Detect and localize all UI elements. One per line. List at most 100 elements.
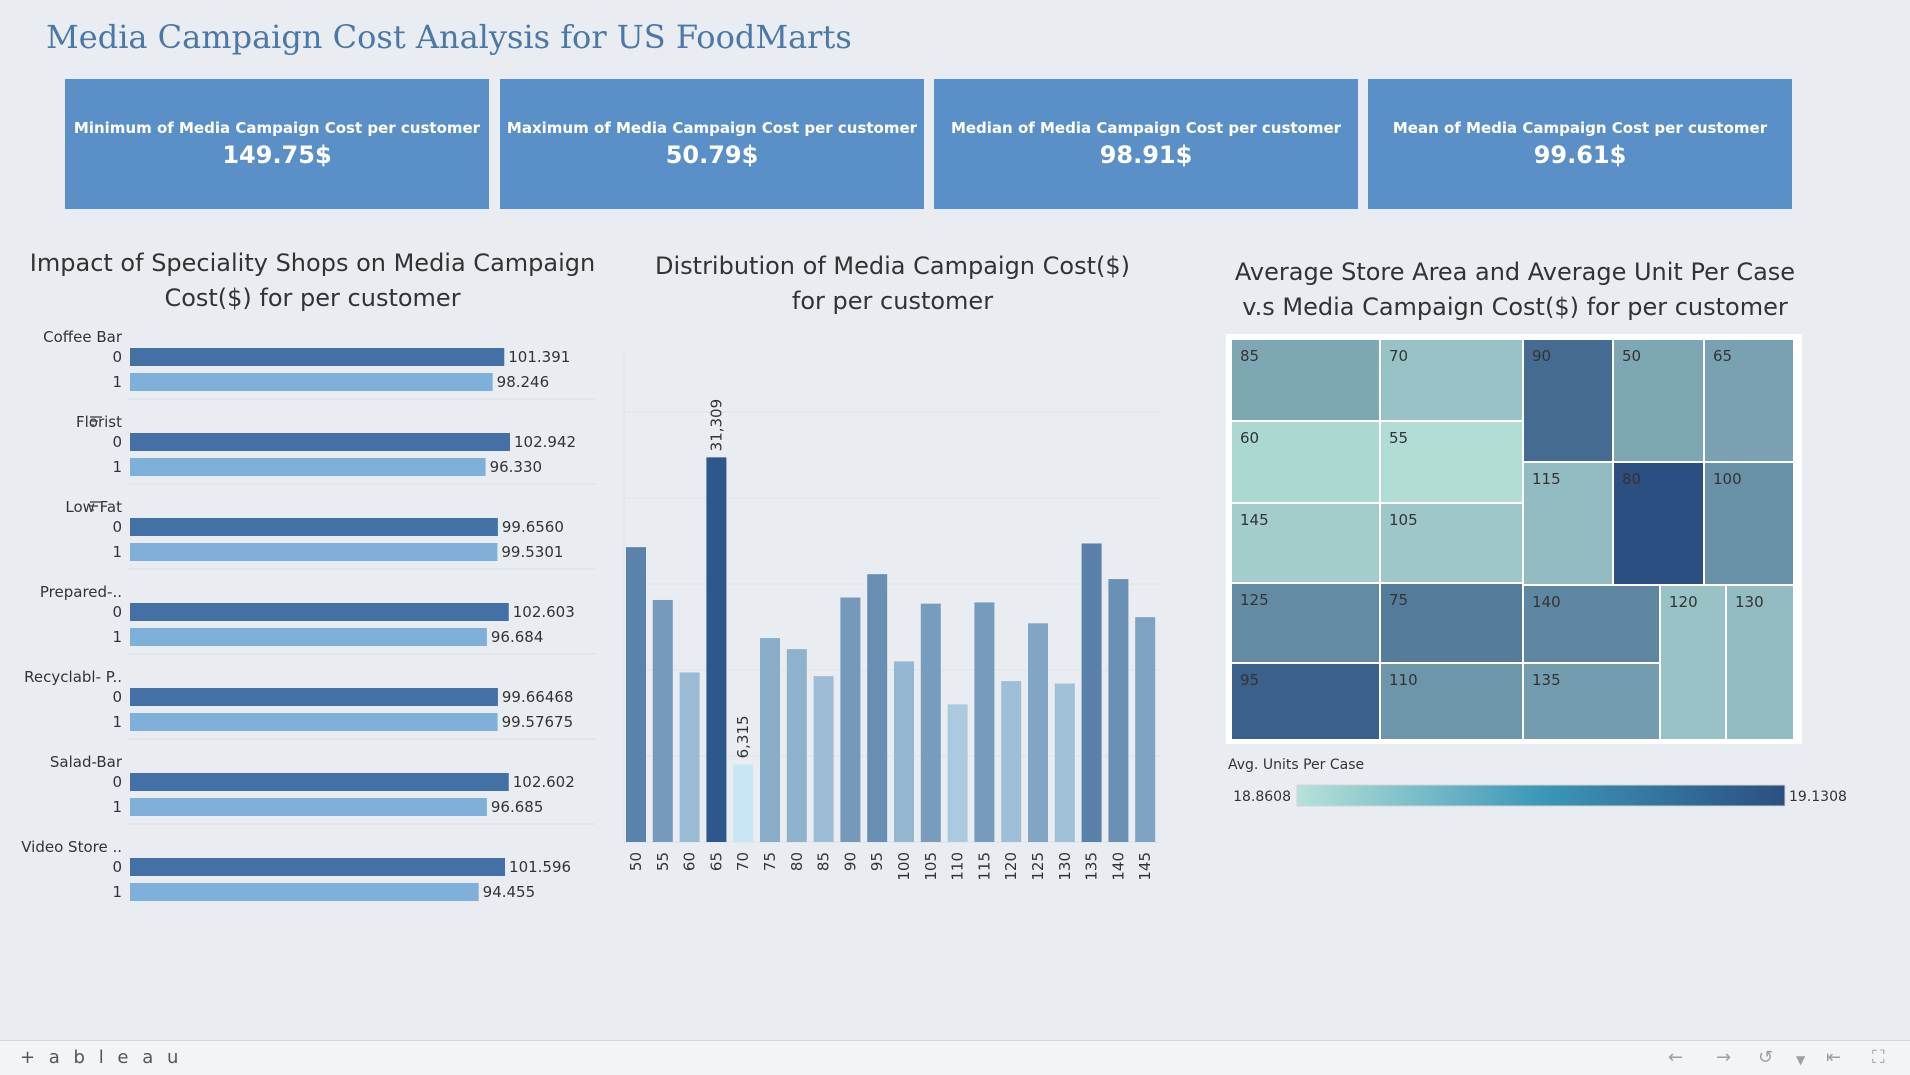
x-tick-label: 120 <box>1002 852 1020 881</box>
shop-group-label: Video Store .. <box>21 838 122 856</box>
treemap-cell <box>1725 584 1795 741</box>
x-tick-label: 50 <box>627 852 645 871</box>
x-tick-label: 70 <box>734 852 752 871</box>
x-tick-label: 65 <box>707 852 725 871</box>
x-tick-label: 80 <box>788 852 806 871</box>
treemap-cell <box>1379 502 1524 584</box>
treemap-cell <box>1230 420 1381 504</box>
reset-icon[interactable]: ⇤ <box>1826 1047 1842 1068</box>
kpi-maximum-card: Maximum of Media Campaign Cost per custo… <box>500 79 924 209</box>
x-tick-label: 110 <box>949 852 967 881</box>
treemap-cell-label: 80 <box>1622 470 1641 488</box>
undo-icon[interactable]: ← <box>1668 1047 1684 1068</box>
treemap-color-legend: 18.8608 19.1308 <box>1233 784 1847 807</box>
store-area-treemap: 85 70 90 50 65 60 55 115 80 100 145 105 125 75 140 120 1… <box>1226 334 1802 744</box>
shop-bar-value-label: 98.246 <box>497 373 549 391</box>
treemap-cell-label: 135 <box>1532 671 1561 689</box>
treemap-cell-label: 110 <box>1389 671 1418 689</box>
tableau-logo: + a b l e a u <box>20 1047 183 1068</box>
treemap-cell-label: 100 <box>1713 470 1742 488</box>
treemap-cell-label: 145 <box>1240 511 1269 529</box>
shop-bar-value-label: 99.5301 <box>501 543 563 561</box>
shop-bar-value-label: 101.391 <box>508 348 570 366</box>
treemap-cell-label: 140 <box>1532 593 1561 611</box>
treemap-cell <box>1522 584 1661 664</box>
sort-icon <box>90 416 102 426</box>
treemap-cell-label: 65 <box>1713 347 1732 365</box>
x-tick-label: 140 <box>1109 852 1127 881</box>
kpi-minimum-value: 149.75$ <box>222 141 332 169</box>
treemap-cell-label: 70 <box>1389 347 1408 365</box>
x-tick-label: 145 <box>1136 852 1154 881</box>
distribution-bar <box>920 603 941 842</box>
shop-row-label: 0 <box>112 688 122 706</box>
distribution-bar <box>813 676 834 842</box>
legend-min-label: 18.8608 <box>1233 789 1291 805</box>
x-tick-label: 105 <box>922 852 940 881</box>
distribution-bar <box>760 638 780 842</box>
distribution-bar <box>1081 543 1102 842</box>
shop-bar <box>130 883 479 901</box>
treemap-chart-title-line-2: v.s Media Campaign Cost($) for per custo… <box>1242 293 1788 321</box>
treemap-cell-label: 125 <box>1240 591 1269 609</box>
shop-bar-value-label: 102.942 <box>514 433 576 451</box>
shop-row-label: 1 <box>112 798 122 816</box>
shop-group-label: Low Fat <box>65 498 122 516</box>
distribution-bar <box>1108 579 1129 842</box>
shop-bar <box>130 543 498 561</box>
x-tick-label: 90 <box>841 852 859 871</box>
kpi-minimum-label: Minimum of Media Campaign Cost per custo… <box>73 119 481 137</box>
shops-chart-title: Impact of Speciality Shops on Media Camp… <box>20 246 605 316</box>
x-tick-label: 85 <box>815 852 833 871</box>
shop-row-label: 0 <box>112 603 122 621</box>
shop-row-label: 0 <box>112 773 122 791</box>
kpi-median-label: Median of Media Campaign Cost per custom… <box>950 119 1342 137</box>
distribution-bar <box>1001 681 1022 842</box>
treemap-cell <box>1522 662 1661 741</box>
bar-data-label: 31,309 <box>707 399 725 452</box>
shop-group-label: Recyclabl- P.. <box>24 668 122 686</box>
fullscreen-icon[interactable]: ⛶ <box>1872 1047 1885 1068</box>
bar-data-label: 6,315 <box>734 715 752 758</box>
shop-row-label: 1 <box>112 458 122 476</box>
shop-bar <box>130 603 509 621</box>
kpi-minimum-card: Minimum of Media Campaign Cost per custo… <box>65 79 489 209</box>
shop-row-label: 0 <box>112 348 122 366</box>
shop-bar-value-label: 102.603 <box>513 603 575 621</box>
distribution-bar <box>894 661 914 842</box>
redo-icon[interactable]: → <box>1716 1047 1732 1068</box>
shops-chart-title-line-2: Cost($) for per customer <box>164 284 461 312</box>
treemap-cell-label: 105 <box>1389 511 1418 529</box>
distribution-bar <box>652 599 673 842</box>
shops-chart-title-line-1: Impact of Speciality Shops on Media Camp… <box>29 249 596 277</box>
distribution-bar <box>840 597 861 842</box>
treemap-cell <box>1522 338 1614 463</box>
treemap-cell <box>1379 662 1524 741</box>
shop-group-label: Prepared-.. <box>40 583 122 601</box>
treemap-cell-label: 50 <box>1622 347 1641 365</box>
shop-row-label: 1 <box>112 713 122 731</box>
distribution-bar <box>733 764 754 842</box>
shop-row-label: 1 <box>112 628 122 646</box>
treemap-cell-label: 60 <box>1240 429 1259 447</box>
treemap-cell-label: 130 <box>1735 593 1764 611</box>
revert-icon[interactable]: ↺ <box>1758 1047 1774 1068</box>
x-tick-label: 95 <box>868 852 886 871</box>
distribution-chart-title-line-1: Distribution of Media Campaign Cost($) <box>655 252 1130 280</box>
treemap-cell-label: 85 <box>1240 347 1259 365</box>
distribution-bar <box>947 704 968 842</box>
kpi-median-value: 98.91$ <box>1099 141 1193 169</box>
treemap-cell <box>1230 662 1381 741</box>
distribution-bar <box>1135 617 1156 842</box>
x-tick-label: 130 <box>1056 852 1074 881</box>
shop-row-label: 1 <box>112 373 122 391</box>
shop-bar <box>130 773 509 791</box>
shop-row-label: 1 <box>112 543 122 561</box>
kpi-median-card: Median of Media Campaign Cost per custom… <box>934 79 1358 209</box>
shop-bar-value-label: 96.685 <box>491 798 544 816</box>
revert-dropdown-icon[interactable]: ▼ <box>1796 1053 1806 1067</box>
x-tick-label: 125 <box>1029 852 1047 881</box>
shop-row-label: 1 <box>112 883 122 901</box>
shop-bar <box>130 688 498 706</box>
shop-row-label: 0 <box>112 858 122 876</box>
